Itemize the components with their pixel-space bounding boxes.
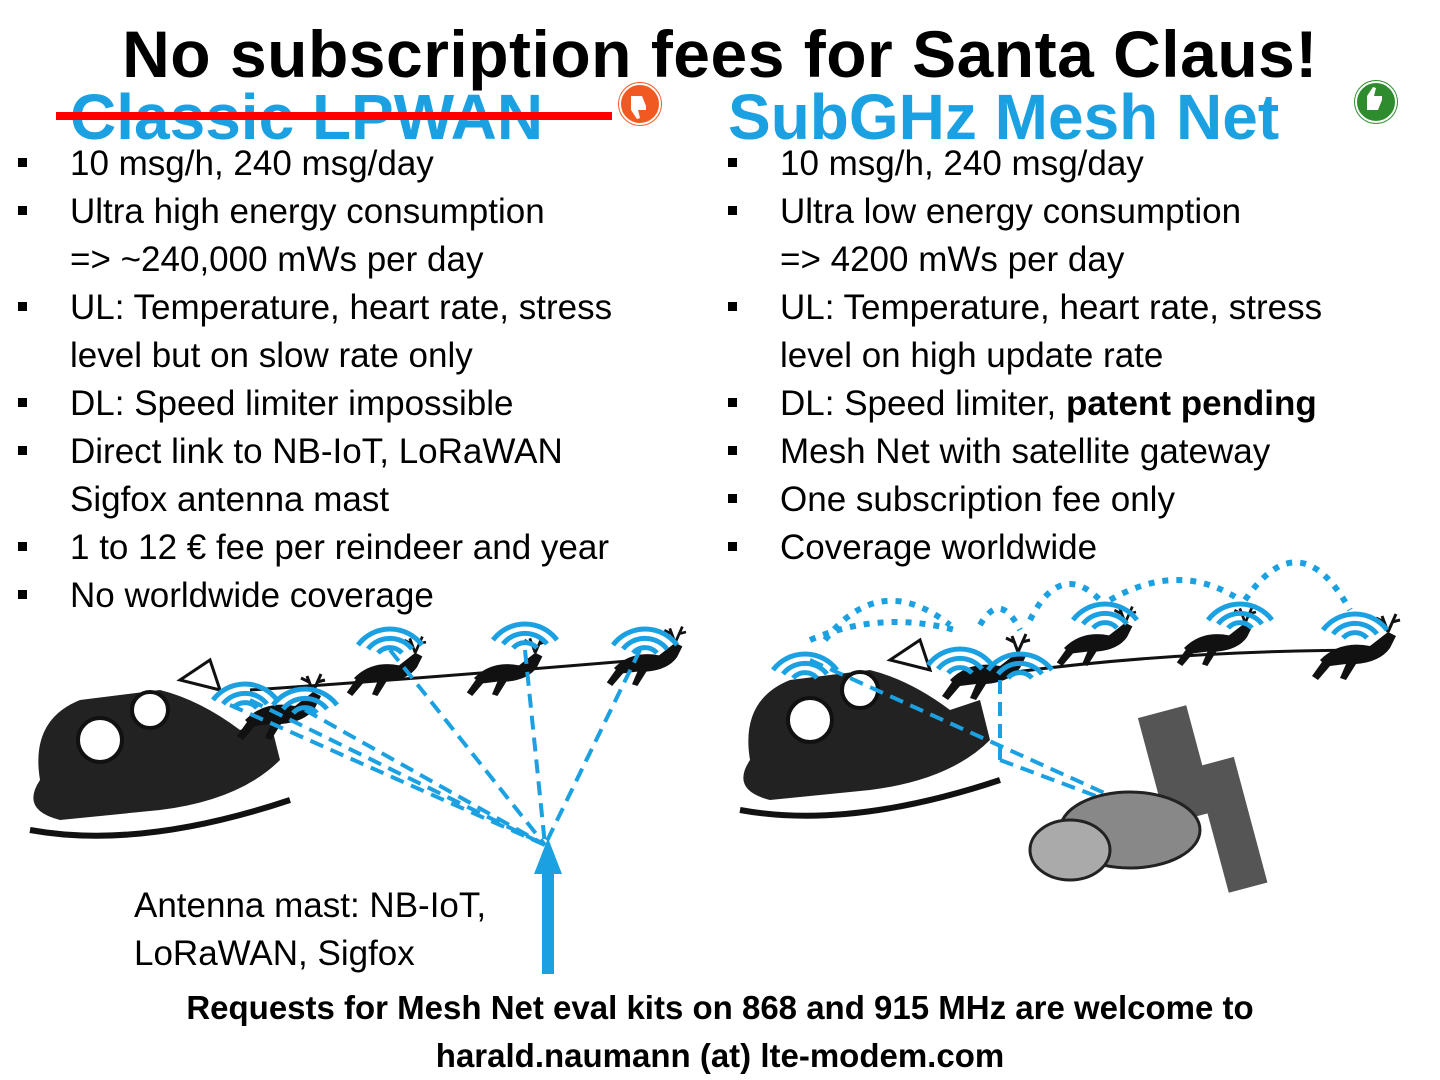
uplink-lines — [229, 648, 642, 847]
mesh-links — [808, 559, 1353, 643]
list-item: UL: Temperature, heart rate, stress level… — [728, 284, 1322, 380]
list-item: UL: Temperature, heart rate, stress level… — [18, 284, 612, 380]
reindeer-icon — [605, 625, 688, 688]
satellite-icon — [1028, 705, 1268, 893]
list-item: DL: Speed limiter impossible — [18, 380, 612, 428]
satellite-uplink — [809, 658, 1121, 807]
right-bullet-list: 10 msg/h, 240 msg/day Ultra low energy c… — [728, 140, 1322, 572]
contact-email: harald.naumann (at) lte-modem.com — [435, 1037, 1005, 1074]
wifi-signal-icon — [1208, 604, 1272, 628]
patent-pending-text: patent pending — [1065, 384, 1317, 423]
list-item: Direct link to NB-IoT, LoRaWAN Sigfox ant… — [18, 428, 612, 524]
page-title: No subscription fees for Santa Claus! — [122, 17, 1318, 91]
wifi-signal-icon — [773, 654, 837, 678]
strikethrough-line — [56, 112, 612, 120]
footer: Requests for Mesh Net eval kits on 868 a… — [186, 989, 1254, 1074]
right-heading: SubGHz Mesh Net — [728, 81, 1280, 153]
list-item: Ultra high energy consumption => ~240,000… — [18, 188, 612, 284]
list-item: Mesh Net with satellite gateway — [728, 428, 1322, 476]
mast-caption: Antenna mast: NB-IoT, LoRaWAN, Sigfox — [134, 886, 487, 973]
list-item: No worldwide coverage — [18, 572, 612, 620]
wifi-signal-icon — [493, 624, 557, 648]
list-item: Coverage worldwide — [728, 524, 1322, 572]
left-bullet-list: 10 msg/h, 240 msg/day Ultra high energy … — [18, 140, 612, 620]
list-item: Ultra low energy consumption => 4200 mWs … — [728, 188, 1322, 284]
antenna-arrow-icon — [534, 838, 562, 974]
list-item: 10 msg/h, 240 msg/day — [18, 140, 612, 188]
list-item: One subscription fee only — [728, 476, 1322, 524]
list-item: DL: Speed limiter, patent pending — [728, 380, 1322, 428]
thumbs-up-icon — [1354, 80, 1398, 124]
list-item: 1 to 12 € fee per reindeer and year — [18, 524, 612, 572]
wifi-signal-icon — [358, 629, 422, 653]
thumbs-down-icon — [618, 82, 662, 126]
list-item: 10 msg/h, 240 msg/day — [728, 140, 1322, 188]
